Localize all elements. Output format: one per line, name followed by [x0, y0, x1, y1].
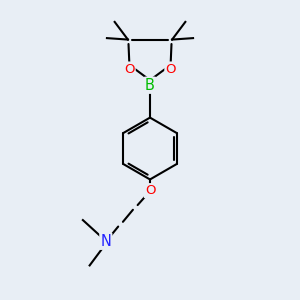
Text: O: O [124, 62, 135, 76]
Text: B: B [145, 78, 155, 93]
Text: O: O [165, 62, 176, 76]
Text: N: N [100, 234, 111, 249]
Text: O: O [145, 184, 155, 197]
